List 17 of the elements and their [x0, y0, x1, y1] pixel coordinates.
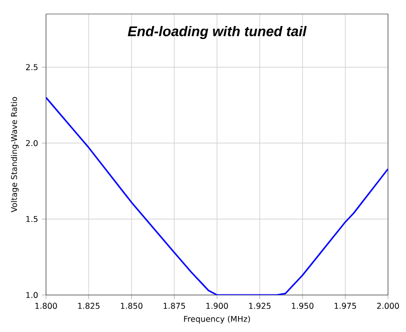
text: End-loading with tuned tail — [128, 26, 307, 40]
x-tick-label: 1.850 — [120, 302, 142, 309]
x-axis-title: Frequency (MHz) — [184, 316, 250, 324]
y-tick-label: 2.5 — [26, 64, 38, 70]
x-tick-label: 1.825 — [78, 302, 100, 309]
x-tick-label: 1.950 — [292, 302, 314, 309]
x-tick-label: 1.900 — [206, 302, 228, 309]
x-tick-label: 1.975 — [334, 302, 356, 309]
x-tick-label: 2.000 — [377, 302, 399, 309]
line-series — [46, 96, 388, 295]
y-tick-label: 1.5 — [26, 216, 38, 222]
y-tick-label: 1.0 — [26, 292, 38, 298]
y-axis-title: Voltage Standing-Wave Ratio — [10, 97, 19, 212]
y-tick-label: 2.0 — [26, 140, 38, 146]
x-tick-label: 1.800 — [35, 302, 57, 309]
x-tick-label: 1.875 — [164, 302, 185, 309]
x-tick-label: 1.925 — [249, 302, 270, 309]
